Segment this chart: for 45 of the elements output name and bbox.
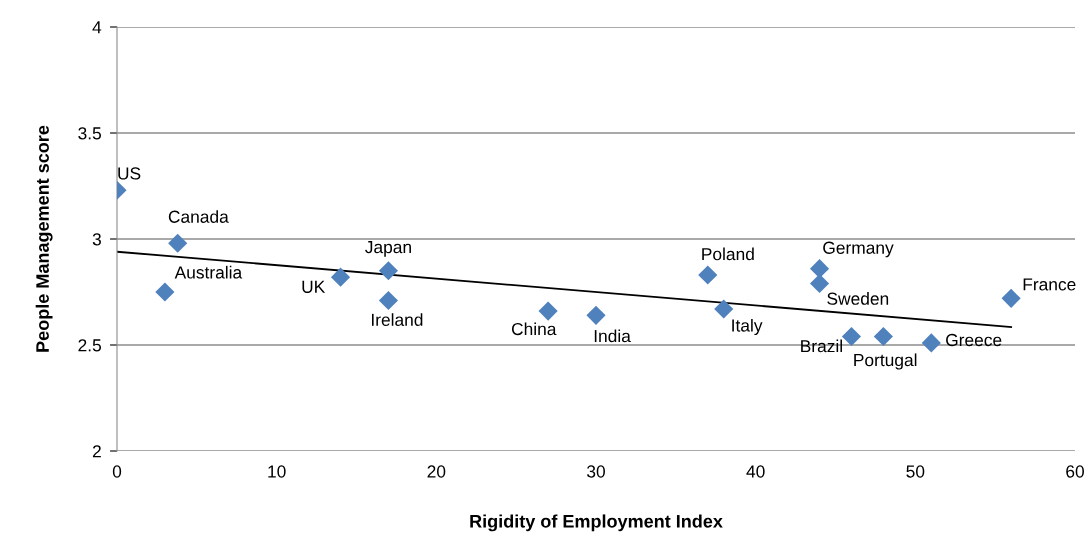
annotation: Ireland: [371, 313, 423, 326]
point: [698, 265, 718, 285]
y-axis-title: People Management score: [35, 125, 53, 352]
annotation: Australia: [174, 265, 243, 279]
point: [586, 305, 606, 325]
y-tick-label: 3.5: [78, 127, 101, 140]
point: [1001, 288, 1021, 308]
annotation: China: [511, 322, 557, 336]
y-tick-label: 4: [92, 21, 102, 34]
x-tick-label: 60: [1066, 465, 1084, 478]
annotation: US: [118, 167, 141, 180]
x-tick-label: 50: [906, 465, 925, 478]
annotation: Portugal: [854, 353, 917, 370]
annotation: UK: [302, 280, 326, 293]
y-tick-label: 3: [92, 233, 101, 246]
annotation: Brazil: [801, 339, 842, 353]
annotation: Sweden: [827, 292, 889, 305]
x-tick-label: 40: [746, 465, 765, 478]
x-tick-label: 20: [427, 465, 446, 478]
annotation: Japan: [365, 241, 411, 257]
y-tick-label: 2.5: [78, 339, 101, 352]
annotation: India: [594, 329, 631, 343]
point: [378, 290, 399, 311]
point: [841, 326, 862, 347]
annotation: Poland: [702, 247, 754, 261]
point: [378, 261, 399, 281]
point: [538, 301, 558, 321]
point: [921, 333, 941, 353]
x-axis-title: Rigidity of Employment Index: [470, 514, 723, 532]
point: [168, 233, 188, 253]
point: [873, 326, 893, 347]
annotation: Germany: [823, 241, 894, 258]
y-tick-label: 2: [92, 445, 101, 458]
annotation: Greece: [946, 333, 1002, 347]
point: [809, 273, 830, 294]
point: [155, 282, 175, 302]
annotation: France: [1023, 278, 1076, 291]
x-tick-label: 30: [587, 465, 605, 478]
x-tick-label: 0: [112, 465, 122, 478]
point: [809, 259, 830, 279]
point: [330, 267, 351, 287]
point: [714, 299, 734, 319]
x-tick-label: 10: [268, 465, 286, 478]
annotation: Italy: [732, 318, 763, 336]
annotation: Canada: [168, 210, 229, 223]
